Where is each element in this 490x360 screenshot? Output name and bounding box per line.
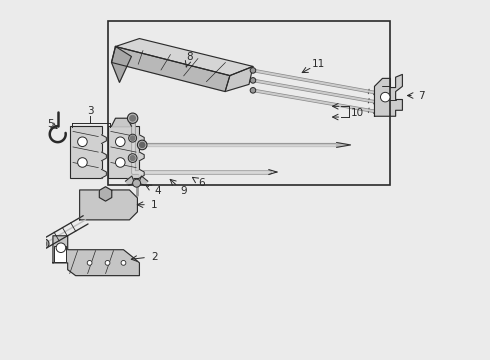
Polygon shape <box>374 75 402 116</box>
Circle shape <box>250 87 256 93</box>
Text: 6: 6 <box>198 178 204 188</box>
Polygon shape <box>139 176 148 185</box>
Circle shape <box>130 136 135 140</box>
Circle shape <box>140 142 145 148</box>
Text: 5: 5 <box>47 119 54 129</box>
Circle shape <box>77 137 87 147</box>
Polygon shape <box>140 135 144 144</box>
Circle shape <box>42 241 47 246</box>
Polygon shape <box>101 169 106 178</box>
Polygon shape <box>140 152 144 161</box>
Polygon shape <box>225 67 253 91</box>
Circle shape <box>129 134 137 142</box>
Circle shape <box>250 68 256 73</box>
Text: 11: 11 <box>312 59 325 69</box>
Circle shape <box>77 158 87 167</box>
Bar <box>70 126 101 178</box>
Bar <box>107 21 391 185</box>
Polygon shape <box>53 236 140 276</box>
Circle shape <box>87 261 92 265</box>
Polygon shape <box>112 118 131 126</box>
Circle shape <box>380 92 390 102</box>
Circle shape <box>121 261 126 265</box>
Polygon shape <box>116 39 253 76</box>
Polygon shape <box>125 176 135 185</box>
Circle shape <box>127 113 138 123</box>
Polygon shape <box>101 135 106 144</box>
Polygon shape <box>112 46 230 91</box>
Polygon shape <box>112 46 131 82</box>
Circle shape <box>56 243 66 252</box>
Polygon shape <box>337 143 350 147</box>
Circle shape <box>133 179 141 187</box>
Circle shape <box>137 140 147 150</box>
Circle shape <box>128 154 137 162</box>
Polygon shape <box>80 190 137 220</box>
Text: 4: 4 <box>154 186 161 196</box>
Circle shape <box>39 239 49 248</box>
Text: 3: 3 <box>87 107 94 117</box>
Text: 10: 10 <box>350 108 364 118</box>
Text: 2: 2 <box>151 252 157 261</box>
Text: 7: 7 <box>418 90 424 100</box>
Text: 1: 1 <box>151 200 157 210</box>
Circle shape <box>130 116 135 121</box>
Bar <box>54 246 67 262</box>
Circle shape <box>105 261 110 265</box>
Circle shape <box>116 158 125 167</box>
Text: 9: 9 <box>180 186 187 196</box>
Circle shape <box>116 137 125 147</box>
Text: 8: 8 <box>186 52 193 62</box>
Polygon shape <box>140 169 144 178</box>
Polygon shape <box>101 152 106 161</box>
Bar <box>107 126 140 178</box>
Circle shape <box>130 156 135 161</box>
Polygon shape <box>99 187 112 201</box>
Circle shape <box>250 78 256 83</box>
